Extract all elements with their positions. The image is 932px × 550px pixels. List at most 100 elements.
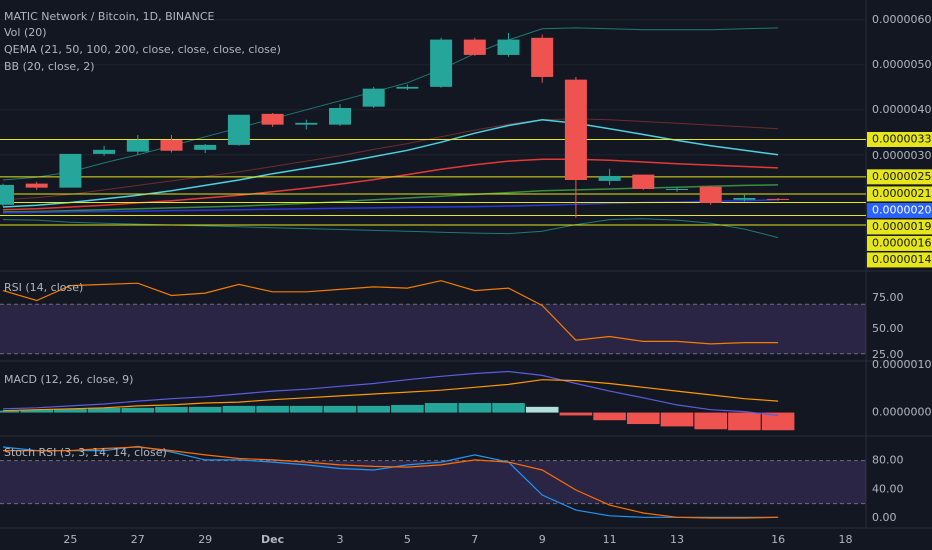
- y-tick-label: 0.00000500: [872, 58, 932, 71]
- indicator-line: [2, 370, 779, 416]
- indicator-legend: Vol (20): [4, 26, 47, 39]
- candle-body: [463, 39, 486, 55]
- moving-average-line: [2, 27, 779, 181]
- candle-body: [25, 183, 48, 188]
- histogram-bar: [660, 412, 694, 427]
- histogram-bar: [694, 412, 727, 430]
- y-tick-label: 0.00000600: [872, 13, 932, 26]
- band-fill: [0, 460, 866, 504]
- moving-average-line: [2, 118, 779, 208]
- last-price-box: [867, 202, 932, 218]
- candle-body: [733, 198, 756, 200]
- histogram-bar: [20, 409, 53, 413]
- candle-body: [362, 88, 385, 107]
- y-tick-label: 40.00: [872, 482, 904, 495]
- y-tick-label: 0.00000100: [872, 358, 932, 371]
- histogram-bar: [155, 406, 188, 413]
- level-label: 0.00000165: [872, 236, 932, 249]
- y-tick-label: 80.00: [872, 454, 904, 467]
- y-tick-label: 0.00000400: [872, 103, 932, 116]
- histogram-bar: [458, 403, 492, 413]
- level-label-box: [867, 219, 932, 235]
- indicator-line: [3, 446, 779, 519]
- indicator-line: [2, 379, 779, 412]
- candle-body: [0, 184, 14, 205]
- histogram-bar: [222, 405, 256, 413]
- candle-body: [93, 149, 116, 154]
- level-label-box: [867, 186, 932, 202]
- band-fill: [0, 304, 866, 354]
- level-label: 0.00000334: [872, 133, 932, 146]
- candle-body: [329, 108, 351, 125]
- x-tick-label: 3: [337, 533, 344, 546]
- y-tick-label: 0.00: [872, 511, 897, 524]
- histogram-bar: [121, 407, 155, 413]
- pane-title: RSI (14, close): [4, 281, 83, 294]
- level-label-box: [867, 252, 932, 268]
- histogram-bar: [391, 404, 424, 413]
- level-label-box: [867, 169, 932, 185]
- level-label: 0.00000213: [872, 187, 932, 200]
- histogram-bar: [525, 406, 559, 413]
- candle-body: [59, 153, 82, 188]
- moving-average-line: [2, 118, 779, 201]
- y-tick-label: 50.00: [872, 322, 904, 335]
- candle-body: [666, 189, 688, 190]
- level-label-box: [867, 235, 932, 251]
- histogram-bar: [0, 410, 20, 413]
- candle-body: [430, 39, 453, 87]
- histogram-bar: [188, 406, 222, 413]
- histogram-bar: [424, 403, 458, 413]
- y-tick-label: 25.00: [872, 348, 904, 361]
- moving-average-line: [2, 218, 779, 239]
- candle-body: [632, 174, 655, 189]
- x-tick-label: 5: [404, 533, 411, 546]
- pane-title: MACD (12, 26, close, 9): [4, 373, 133, 386]
- candle-body: [767, 198, 790, 200]
- histogram-bar: [54, 408, 87, 413]
- level-label: 0.00000251: [872, 170, 932, 183]
- candle-body: [396, 86, 419, 89]
- y-tick-label: 0.00000300: [872, 149, 932, 162]
- x-tick-label: 27: [131, 533, 145, 546]
- histogram-bar: [87, 407, 121, 413]
- histogram-bar: [492, 403, 525, 413]
- x-tick-label: 7: [471, 533, 478, 546]
- level-label-box: [867, 132, 932, 147]
- y-tick-label: 75.00: [872, 291, 904, 304]
- candle-body: [194, 144, 217, 150]
- histogram-bar: [627, 412, 660, 425]
- candle-body: [564, 79, 587, 180]
- candle-body: [295, 122, 318, 125]
- indicator-line: [2, 280, 779, 345]
- y-tick-label: 0.00000000: [872, 406, 932, 419]
- histogram-bar: [323, 405, 357, 413]
- candle-body: [261, 113, 284, 125]
- histogram-bar: [728, 412, 761, 431]
- candle-body: [126, 139, 149, 152]
- histogram-bar: [761, 412, 795, 431]
- x-tick-label: Dec: [261, 533, 284, 546]
- x-tick-label: 25: [63, 533, 77, 546]
- histogram-bar: [290, 405, 323, 413]
- indicator-legend: QEMA (21, 50, 100, 200, close, close, cl…: [4, 43, 281, 56]
- x-tick-label: 18: [839, 533, 853, 546]
- indicator-legend: BB (20, close, 2): [4, 60, 95, 73]
- histogram-bar: [559, 412, 593, 416]
- last-price-label: 0.00000200: [872, 203, 932, 216]
- candle-body: [160, 139, 183, 151]
- level-label: 0.00000144: [872, 253, 932, 266]
- histogram-bar: [256, 405, 289, 413]
- candle-body: [699, 186, 722, 203]
- x-tick-label: 16: [771, 533, 785, 546]
- x-tick-label: 11: [603, 533, 617, 546]
- candle-body: [531, 37, 554, 77]
- pane-title: Stoch RSI (3, 3, 14, 14, close): [4, 446, 167, 459]
- level-label: 0.00000194: [872, 220, 932, 233]
- x-tick-label: 13: [670, 533, 684, 546]
- histogram-bar: [593, 412, 626, 421]
- x-tick-label: 29: [198, 533, 212, 546]
- x-tick-label: 9: [539, 533, 546, 546]
